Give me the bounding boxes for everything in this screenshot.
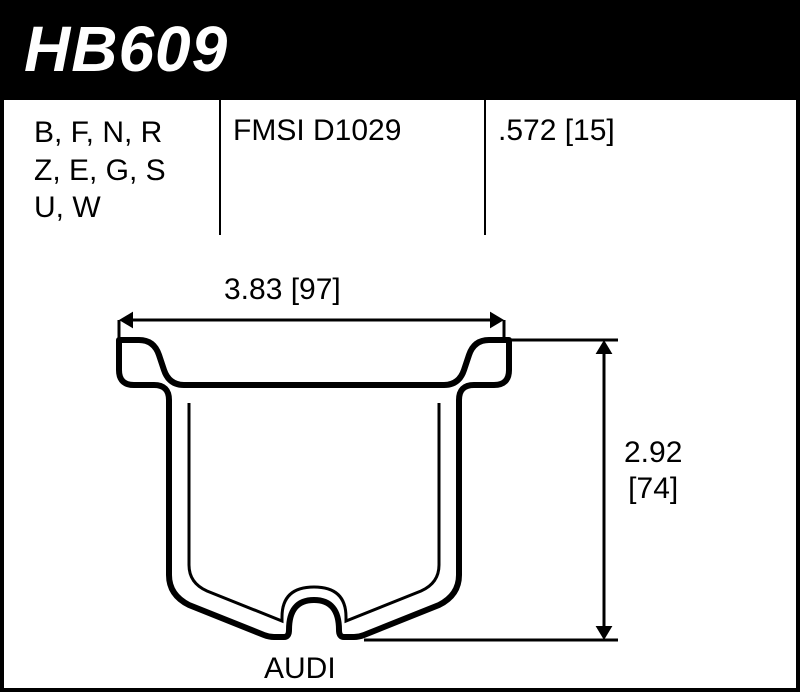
- thickness-column: .572 [15]: [484, 114, 615, 148]
- part-number: HB609: [24, 13, 228, 85]
- thickness-value: .572 [15]: [498, 114, 615, 147]
- diagram-area: 3.83 [97] 2.92 [74] AUDI: [4, 235, 796, 690]
- part-number-header: HB609: [0, 0, 800, 100]
- divider-1: [219, 100, 221, 235]
- compounds-column: B, F, N, R Z, E, G, S U, W: [4, 114, 219, 227]
- fmsi-value: FMSI D1029: [233, 114, 401, 147]
- compounds-line: B, F, N, R: [34, 114, 219, 152]
- compounds-line: Z, E, G, S: [34, 152, 219, 190]
- brake-pad-diagram: [4, 235, 796, 690]
- compounds-line: U, W: [34, 189, 219, 227]
- diagram-body: B, F, N, R Z, E, G, S U, W FMSI D1029 .5…: [0, 100, 800, 692]
- divider-2: [484, 100, 486, 235]
- fmsi-column: FMSI D1029: [219, 114, 484, 148]
- spec-row: B, F, N, R Z, E, G, S U, W FMSI D1029 .5…: [4, 100, 796, 235]
